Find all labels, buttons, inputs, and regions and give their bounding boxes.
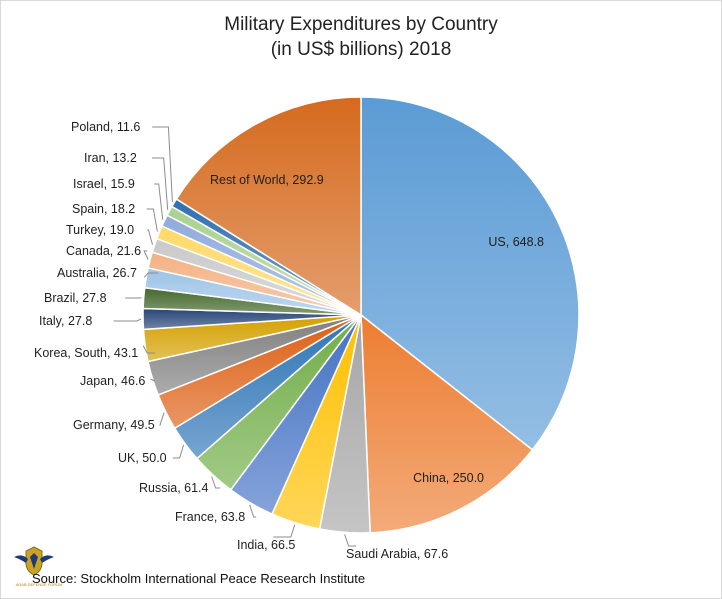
leader-line-france: [249, 504, 257, 518]
slice-label-israel: Israel, 15.9: [73, 177, 135, 191]
source-note: Source: Stockholm International Peace Re…: [32, 571, 366, 586]
pie-slice-us: [360, 96, 580, 451]
leader-line-saudi-arabia: [344, 534, 356, 547]
leader-line-italy: [113, 318, 142, 322]
slice-label-spain: Spain, 18.2: [72, 202, 135, 216]
leader-line-iran: [152, 157, 169, 210]
leader-line-israel: [154, 183, 164, 220]
slice-label-korea-south: Korea, South, 43.1: [34, 346, 138, 360]
slice-label-france: France, 63.8: [175, 510, 245, 524]
slice-labels: US, 648.8 China, 250.0 Saudi Arabia, 67.6 I…: [34, 120, 544, 561]
slice-label-japan: Japan, 46.6: [80, 374, 145, 388]
leader-line-russia: [211, 476, 221, 489]
pie-slices: [142, 96, 580, 534]
leader-lines: [113, 126, 356, 547]
leader-line-uk: [172, 444, 185, 459]
pie-slice-china: [360, 313, 534, 534]
slice-label-us: US, 648.8: [488, 235, 544, 249]
leader-line-korea-south: [142, 345, 155, 354]
chart-subtitle: (in US$ billions) 2018: [270, 39, 452, 60]
chart-title-block: Military Expenditures by Country (in US$…: [0, 12, 722, 62]
slice-label-saudi-arabia: Saudi Arabia, 67.6: [346, 547, 448, 561]
leader-line-australia: [143, 272, 158, 278]
slice-label-germany: Germany, 49.5: [73, 418, 155, 432]
leader-line-japan: [150, 378, 155, 382]
forum-logo-icon: [14, 546, 54, 576]
leader-line-poland: [152, 126, 173, 202]
slice-label-italy: Italy, 27.8: [39, 314, 92, 328]
slice-label-uk: UK, 50.0: [118, 451, 167, 465]
leader-line-india: [273, 524, 296, 538]
slice-label-brazil: Brazil, 27.8: [44, 291, 107, 305]
leader-line-spain: [146, 208, 158, 232]
slice-label-rest-of-world: Rest of World, 292.9: [210, 173, 324, 187]
slice-label-turkey: Turkey, 19.0: [66, 223, 134, 237]
leader-line-turkey: [147, 229, 153, 245]
pie-slice-rest-of-world: [175, 96, 362, 317]
leader-line-canada: [143, 250, 149, 260]
slice-label-iran: Iran, 13.2: [84, 151, 137, 165]
leader-line-germany: [159, 412, 165, 426]
slice-label-canada: Canada, 21.6: [66, 244, 141, 258]
slice-label-india: India, 66.5: [237, 538, 295, 552]
chart-title: Military Expenditures by Country: [224, 14, 498, 35]
slice-label-china: China, 250.0: [413, 471, 484, 485]
slice-label-russia: Russia, 61.4: [139, 481, 209, 495]
watermark-text: ARAB DEFENSE FORUM: [15, 582, 63, 587]
slice-label-poland: Poland, 11.6: [71, 120, 140, 134]
slice-label-australia: Australia, 26.7: [57, 266, 137, 280]
